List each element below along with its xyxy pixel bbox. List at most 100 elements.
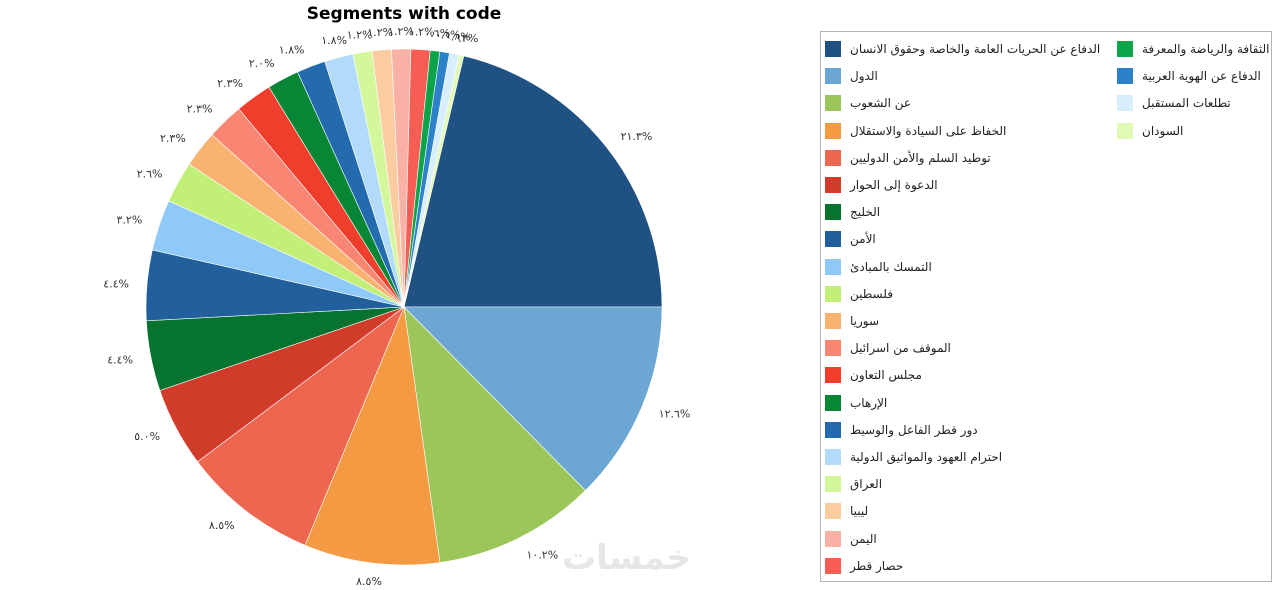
slice-value-label-24: ٠.٣% [453, 32, 479, 45]
legend-item[interactable]: الدفاع عن الهوية العربية [1117, 66, 1261, 86]
legend-label: حصار قطر [850, 558, 904, 573]
slice-value-label-16: ١.٨% [321, 34, 347, 47]
legend-item[interactable]: حصار قطر [825, 556, 903, 576]
legend-item[interactable]: الدول [825, 66, 878, 86]
slice-value-label-7: ٤.٤% [107, 354, 133, 367]
slice-value-label-18: ١.٢% [367, 26, 393, 39]
legend-item[interactable]: العراق [825, 474, 882, 494]
legend-label: الدفاع عن الهوية العربية [1142, 69, 1261, 84]
legend-item[interactable]: السودان [1117, 121, 1183, 141]
legend-label: تطلعات المستقبل [1142, 96, 1231, 111]
legend-label: اليمن [850, 531, 877, 546]
legend-swatch [825, 476, 841, 493]
legend-item[interactable]: اليمن [825, 529, 877, 549]
slice-value-label-17: ١.٢% [347, 29, 373, 42]
legend-label: احترام العهود والمواثيق الدولية [850, 450, 1003, 464]
legend-item[interactable]: مجلس التعاون [825, 365, 922, 385]
slice-value-label-10: ٢.٦% [137, 167, 163, 180]
legend-swatch [825, 285, 841, 302]
legend-label: الدول [850, 69, 878, 84]
legend-swatch [825, 557, 841, 574]
legend-item[interactable]: عن الشعوب [825, 93, 911, 113]
legend-swatch [825, 122, 841, 139]
legend-swatch [825, 503, 841, 520]
slice-value-label-23: ٠.٦% [445, 30, 471, 43]
slice-value-label-9: ٣.٢% [117, 213, 143, 226]
legend-swatch [825, 41, 841, 57]
legend-swatch [825, 231, 841, 248]
legend-item[interactable]: تطلعات المستقبل [1117, 93, 1231, 113]
slice-value-label-1: ٢١.٣% [621, 130, 653, 143]
slice-value-label-19: ١.٢% [388, 25, 414, 38]
legend-swatch [825, 204, 841, 221]
slice-value-label-2: ١٢.٦% [659, 407, 691, 420]
legend-label: توطيد السلم والأمن الدوليين [850, 150, 991, 165]
legend-item[interactable]: الخفاظ على السيادة والاستقلال [825, 121, 1006, 141]
legend-swatch [825, 449, 841, 465]
legend-label: مجلس التعاون [850, 368, 922, 383]
legend-label: العراق [850, 477, 883, 492]
slice-value-label-13: ٢.٣% [217, 77, 243, 90]
pie-slice-24 [403, 54, 465, 308]
legend-swatch [825, 68, 841, 85]
pie-slice-5 [197, 306, 405, 546]
legend-swatch [825, 177, 841, 193]
legend-label: سوريا [850, 314, 880, 328]
legend-item[interactable]: الأمن [825, 229, 876, 249]
legend-item[interactable]: فلسطين [825, 284, 893, 304]
legend-label: الأمن [850, 232, 876, 247]
pie-slice-4 [304, 305, 441, 566]
legend-item[interactable]: ليبيا [825, 501, 868, 521]
slice-value-label-4: ٨.٥% [356, 575, 382, 588]
legend-item[interactable]: الثقافة والرياضة والمعرفة [1117, 39, 1269, 59]
legend-label: عن الشعوب [850, 96, 912, 111]
legend-item[interactable]: الدفاع عن الحريات العامة والخاصة وحقوق ا… [825, 39, 1100, 59]
legend-swatch [825, 421, 841, 438]
pie-slice-2 [403, 306, 663, 491]
legend-swatch [825, 95, 841, 112]
legend-label: دور قطر الفاعل والوسيط [850, 422, 978, 437]
legend-label: الموقف من اسرائيل [850, 341, 951, 356]
pie-slice-3 [403, 306, 586, 563]
legend-label: السودان [1142, 123, 1184, 138]
pie-value-labels: ٢١.٣% ١٢.٦% ١٠.٢% ٨.٥% ٨.٥% ٥.٠% ٤.٤% ٤.٤% ٣.٢% ٢… [103, 25, 690, 588]
slice-value-label-11: ٢.٣% [160, 132, 186, 145]
legend-item[interactable]: دور قطر الفاعل والوسيط [825, 420, 978, 440]
legend-label: الإرهاب [850, 395, 888, 410]
legend-swatch [825, 313, 841, 329]
legend-swatch [825, 258, 841, 275]
legend-item[interactable]: سوريا [825, 311, 879, 331]
legend-swatch [1117, 68, 1133, 85]
slice-value-label-6: ٥.٠% [134, 430, 160, 443]
pie-slice-1 [403, 55, 663, 308]
legend-label: الدفاع عن الحريات العامة والخاصة وحقوق ا… [850, 42, 1101, 56]
chart-title: Segments with code [306, 4, 502, 24]
slice-value-label-3: ١٠.٢% [526, 548, 558, 561]
legend-label: ليبيا [850, 504, 869, 519]
legend-item[interactable]: الدعوة إلى الحوار [825, 175, 938, 195]
legend-item[interactable]: الإرهاب [825, 393, 887, 413]
chart-legend: الدفاع عن الحريات العامة والخاصة وحقوق ا… [820, 31, 1272, 582]
legend-label: فلسطين [850, 286, 894, 301]
slice-value-label-14: ٢.٠% [249, 57, 275, 70]
slice-value-label-5: ٨.٥% [209, 519, 235, 532]
legend-item[interactable]: الخليج [825, 202, 880, 222]
slice-value-label-22: ٠.٦% [435, 28, 461, 41]
legend-swatch [825, 394, 841, 411]
legend-item[interactable]: الموقف من اسرائيل [825, 338, 951, 358]
watermark-logo: خمسات [562, 538, 691, 578]
slice-value-label-15: ١.٨% [279, 44, 305, 57]
legend-label: الثقافة والرياضة والمعرفة [1142, 42, 1270, 56]
legend-item[interactable]: التمسك بالمبادئ [825, 257, 932, 277]
legend-swatch [825, 367, 841, 384]
legend-swatch [825, 530, 841, 547]
legend-label: التمسك بالمبادئ [850, 259, 932, 274]
legend-swatch [1117, 41, 1133, 57]
legend-label: الدعوة إلى الحوار [850, 178, 938, 192]
legend-item[interactable]: احترام العهود والمواثيق الدولية [825, 447, 1002, 467]
legend-label: الخفاظ على السيادة والاستقلال [850, 123, 1007, 138]
legend-label: الخليج [850, 205, 881, 220]
legend-item[interactable]: توطيد السلم والأمن الدوليين [825, 148, 991, 168]
legend-swatch [1117, 95, 1133, 112]
legend-swatch [825, 340, 841, 357]
